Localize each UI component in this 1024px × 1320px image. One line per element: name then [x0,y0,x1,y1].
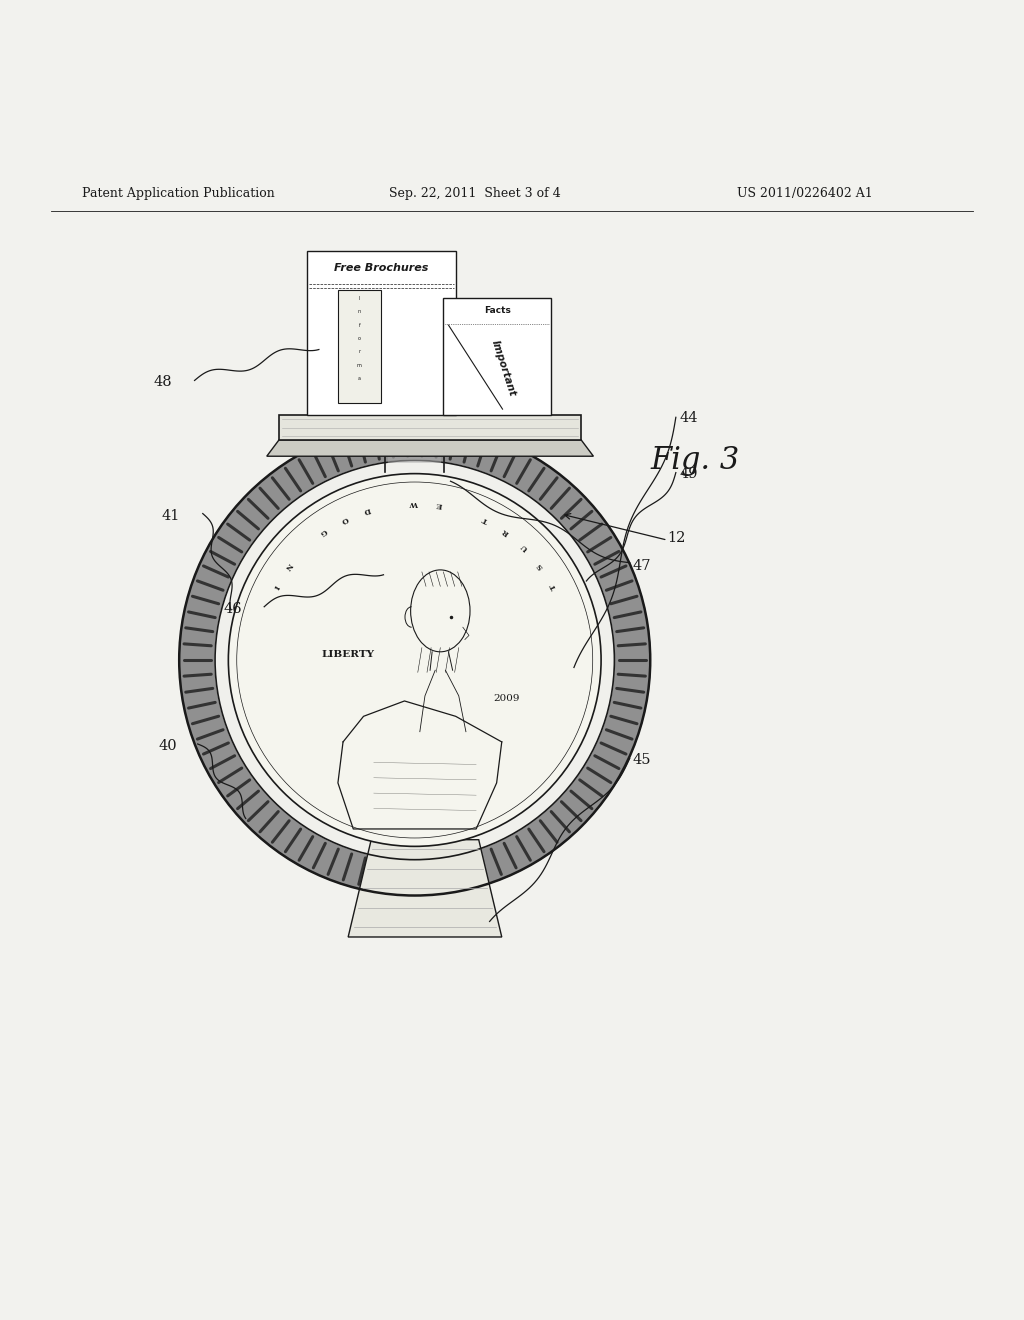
Text: a: a [358,376,360,381]
Text: 49: 49 [680,467,698,480]
Text: 47: 47 [633,558,651,573]
Text: m: m [357,363,361,367]
Text: o: o [358,337,360,341]
Text: Sep. 22, 2011  Sheet 3 of 4: Sep. 22, 2011 Sheet 3 of 4 [389,187,561,199]
Text: 12: 12 [668,531,686,545]
Text: Patent Application Publication: Patent Application Publication [82,187,274,199]
Circle shape [179,425,650,895]
Text: 2009: 2009 [494,694,520,704]
Text: Fig. 3: Fig. 3 [650,445,739,475]
Text: G: G [318,527,329,537]
Text: LIBERTY: LIBERTY [322,651,375,660]
Text: S: S [536,561,546,570]
Text: f: f [358,322,360,327]
Text: 41: 41 [162,508,180,523]
Text: U: U [519,543,529,553]
Text: US 2011/0226402 A1: US 2011/0226402 A1 [737,187,873,199]
Circle shape [215,461,614,859]
Text: T: T [481,515,489,524]
Bar [338,290,381,403]
Bar [307,251,456,416]
Text: E: E [435,500,442,508]
Text: I: I [271,582,280,590]
Bar [443,297,551,416]
Text: Important: Important [489,339,517,399]
Text: 48: 48 [154,375,172,388]
Text: Facts: Facts [483,306,511,315]
Text: I: I [358,296,360,301]
Text: 40: 40 [159,739,177,754]
Polygon shape [348,840,502,937]
Circle shape [228,474,601,846]
Text: n: n [357,309,361,314]
Text: r: r [358,350,360,354]
Text: T: T [549,582,559,590]
Text: 44: 44 [680,412,698,425]
Text: O: O [340,513,349,524]
Text: D: D [362,506,372,515]
Bar [280,416,582,440]
Text: 46: 46 [223,602,242,616]
Text: N: N [284,561,294,570]
Text: W: W [411,499,419,507]
Text: Free Brochures: Free Brochures [334,263,429,273]
Polygon shape [267,440,594,457]
Text: R: R [501,527,511,537]
Text: 45: 45 [633,754,651,767]
